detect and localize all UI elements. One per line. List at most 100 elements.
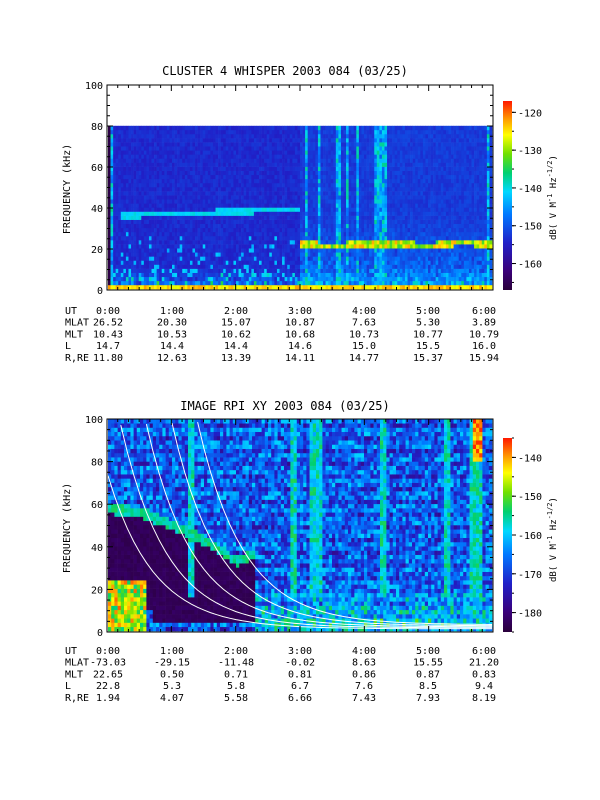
spectrogram-cell (195, 252, 198, 257)
spectrogram-cell (120, 146, 124, 151)
spectrogram-cell (220, 195, 224, 200)
spectrogram-cell (338, 264, 342, 269)
spectrogram-cell (192, 284, 196, 290)
spectrogram-cell (223, 162, 227, 167)
spectrogram-cell (172, 158, 175, 163)
spectrogram-cell (169, 187, 173, 192)
spectrogram-cell (310, 284, 314, 290)
spectrogram-cell (261, 203, 265, 208)
spectrogram-cell (415, 187, 419, 192)
spectrogram-cell (307, 154, 311, 159)
spectrogram-cell (397, 256, 401, 261)
spectrogram-cell (330, 174, 334, 180)
spectrogram-cell (361, 138, 365, 143)
spectrogram-cell (361, 150, 365, 155)
spectrogram-cell (233, 280, 237, 286)
spectrogram-cell (292, 219, 296, 225)
spectrogram-cell (402, 231, 406, 237)
spectrogram-cell (166, 203, 170, 208)
spectrogram-cell (256, 219, 260, 225)
spectrogram-cell (248, 187, 252, 192)
spectrogram-cell (136, 207, 140, 212)
spectrogram-cell (125, 227, 129, 233)
spectrogram-cell (113, 256, 116, 261)
spectrogram-cell (179, 240, 183, 245)
spectrogram-cell (205, 174, 209, 180)
spectrogram-cell (192, 142, 196, 147)
spectrogram-cell (230, 264, 234, 269)
spectrogram-cell (302, 231, 306, 237)
spectrogram-cell (425, 219, 429, 225)
spectrogram-cell (207, 240, 211, 245)
spectrogram-cell (156, 170, 160, 176)
spectrogram-cell (133, 248, 137, 253)
spectrogram-cell (361, 260, 365, 265)
spectrogram-cell (197, 231, 201, 237)
spectrogram-cell (358, 178, 362, 184)
spectrogram-cell (179, 264, 183, 269)
spectrogram-cell (323, 244, 326, 249)
spectrogram-cell (399, 227, 403, 233)
spectrogram-cell (236, 158, 239, 163)
spectrogram-cell (125, 256, 129, 261)
spectrogram-cell (415, 284, 419, 290)
spectrogram-cell (120, 170, 124, 176)
spectrogram-cell (233, 252, 237, 257)
spectrogram-cell (284, 191, 288, 196)
spectrogram-cell (282, 248, 285, 253)
spectrogram-cell (351, 207, 355, 212)
spectrogram-cell (238, 199, 242, 204)
spectrogram-cell (261, 235, 265, 241)
spectrogram-cell (115, 154, 119, 159)
spectrogram-cell (317, 207, 321, 212)
spectrogram-cell (118, 166, 122, 171)
spectrogram-cell (348, 166, 352, 171)
spectrogram-cell (310, 231, 314, 237)
spectrogram-cell (312, 129, 316, 135)
spectrogram-cell (307, 146, 311, 151)
spectrogram-cell (271, 207, 275, 212)
spectrogram-cell (133, 284, 137, 290)
spectrogram-cell (410, 178, 413, 184)
spectrogram-cell (264, 268, 268, 273)
spectrogram-cell (407, 240, 411, 245)
spectrogram-cell (189, 227, 193, 233)
spectrogram-cell (364, 154, 367, 159)
spectrogram-cell (297, 166, 301, 171)
spectrogram-cell (251, 240, 255, 245)
spectrogram-cell (182, 231, 186, 237)
spectrogram-cell (269, 158, 273, 163)
spectrogram-cell (261, 166, 265, 171)
spectrogram-cell (343, 162, 347, 167)
spectrogram-cell (333, 154, 337, 159)
spectrogram-cell (407, 146, 411, 151)
spectrogram-cell (125, 195, 129, 200)
spectrogram-cell (115, 178, 119, 184)
spectrogram-cell (412, 170, 416, 176)
spectrogram-cell (166, 166, 170, 171)
spectrogram-cell (402, 207, 406, 212)
spectrogram-cell (312, 191, 316, 196)
spectrogram-cell (317, 162, 321, 167)
spectrogram-cell (118, 195, 122, 200)
spectrogram-cell (348, 203, 352, 208)
spectrogram-cell (228, 146, 232, 151)
spectrogram-cell (238, 191, 242, 196)
spectrogram-cell (241, 276, 244, 282)
spectrogram-cell (113, 211, 116, 216)
spectrogram-cell (264, 203, 268, 208)
spectrogram-cell (366, 182, 370, 188)
spectrogram-cell (415, 219, 419, 225)
spectrogram-cell (348, 227, 352, 233)
spectrogram-cell (348, 170, 352, 176)
spectrogram-cell (330, 133, 334, 139)
spectrogram-cell (138, 227, 142, 233)
spectrogram-cell (192, 207, 196, 212)
spectrogram-cell (292, 276, 296, 282)
spectrogram-cell (146, 158, 150, 163)
spectrogram-cell (220, 129, 224, 135)
spectrogram-cell (410, 235, 413, 241)
spectrogram-cell (307, 244, 311, 249)
spectrogram-cell (407, 276, 411, 282)
spectrogram-cell (276, 125, 280, 131)
